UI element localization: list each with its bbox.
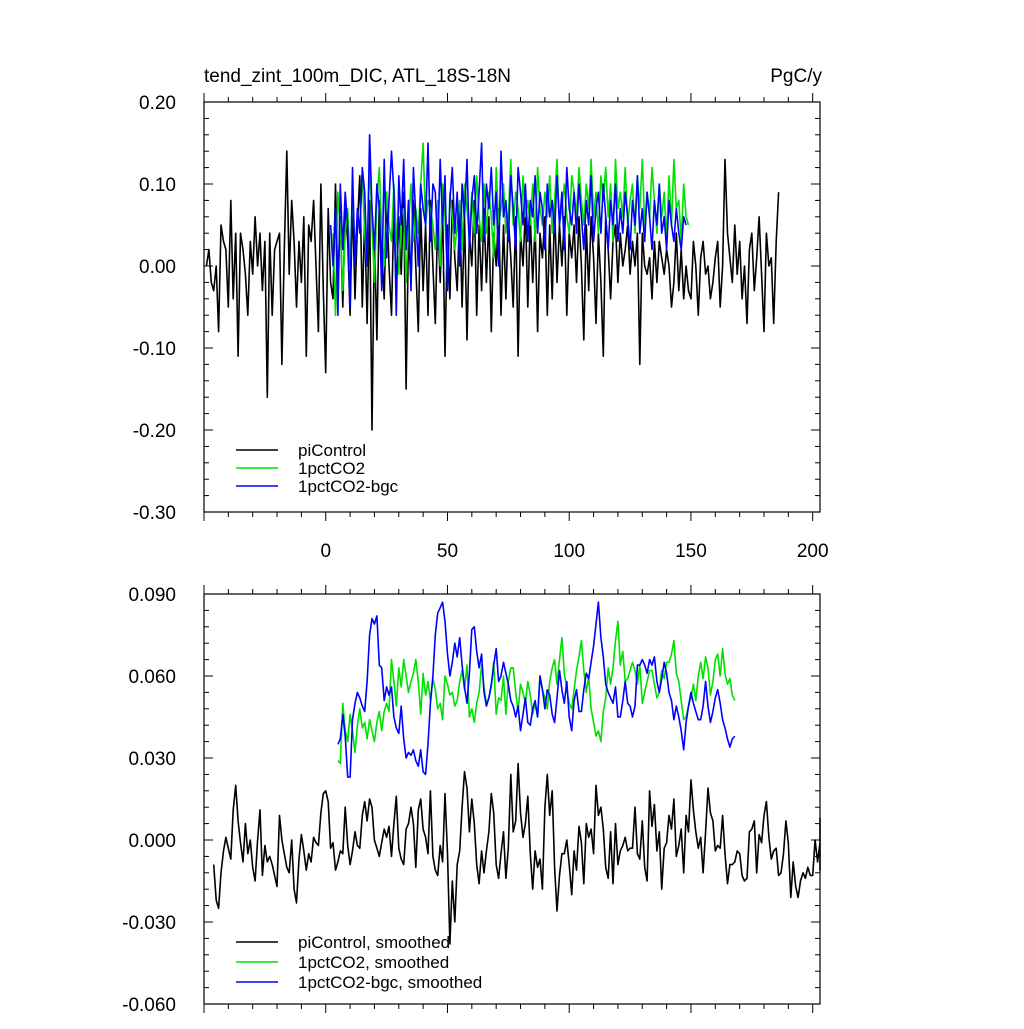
x-tick-label: 150	[675, 541, 707, 562]
top-series-lines	[205, 134, 780, 431]
y-tick-label: -0.060	[122, 995, 176, 1016]
bottom-panel: 0.090 0.060 0.030 0.000 -0.030 -0.060 piContr…	[122, 585, 821, 1016]
legend-label: 1pctCO2, smoothed	[298, 953, 449, 972]
series-line-1pctco2	[332, 142, 690, 317]
legend-label: piControl, smoothed	[298, 933, 450, 952]
top-axes: 0.20 0.10 0.00 -0.10 -0.20 -0.30 0 50 100 150 200	[133, 93, 829, 562]
legend-label: piControl	[298, 441, 366, 460]
y-tick-label: 0.20	[139, 93, 176, 114]
y-tick-label: 0.030	[128, 749, 176, 770]
y-tick-label: -0.30	[133, 503, 176, 524]
plot-frame	[203, 593, 821, 1005]
bottom-series-lines	[212, 601, 821, 945]
y-tick-label: -0.030	[122, 913, 176, 934]
x-tick-label: 0	[320, 541, 331, 562]
legend-label: 1pctCO2-bgc	[298, 477, 399, 496]
units-label: PgC/y	[770, 66, 822, 87]
y-tick-label: 0.090	[128, 585, 176, 606]
bottom-axes: 0.090 0.060 0.030 0.000 -0.030 -0.060	[122, 585, 821, 1016]
series-line-picontrol-smoothed	[212, 762, 821, 945]
y-tick-label: 0.060	[128, 667, 176, 688]
x-tick-label: 50	[437, 541, 458, 562]
y-tick-label: -0.20	[133, 421, 176, 442]
y-tick-label: 0.00	[139, 257, 176, 278]
plot-frame	[203, 101, 821, 513]
chart-title: tend_zint_100m_DIC, ATL_18S-18N	[204, 66, 511, 87]
top-panel: tend_zint_100m_DIC, ATL_18S-18N PgC/y 0.…	[133, 66, 829, 562]
y-tick-label: -0.10	[133, 339, 176, 360]
legend-label: 1pctCO2	[298, 459, 365, 478]
x-tick-label: 100	[553, 541, 585, 562]
x-tick-label: 200	[797, 541, 829, 562]
y-tick-label: 0.000	[128, 831, 176, 852]
series-line-1pctco2-bgc-smoothed	[337, 601, 736, 778]
legend-label: 1pctCO2-bgc, smoothed	[298, 973, 482, 992]
y-tick-label: 0.10	[139, 175, 176, 196]
series-line-1pctco2-bgc	[329, 134, 687, 317]
series-line-picontrol	[205, 150, 780, 431]
series-line-1pctco2-smoothed	[337, 620, 736, 765]
